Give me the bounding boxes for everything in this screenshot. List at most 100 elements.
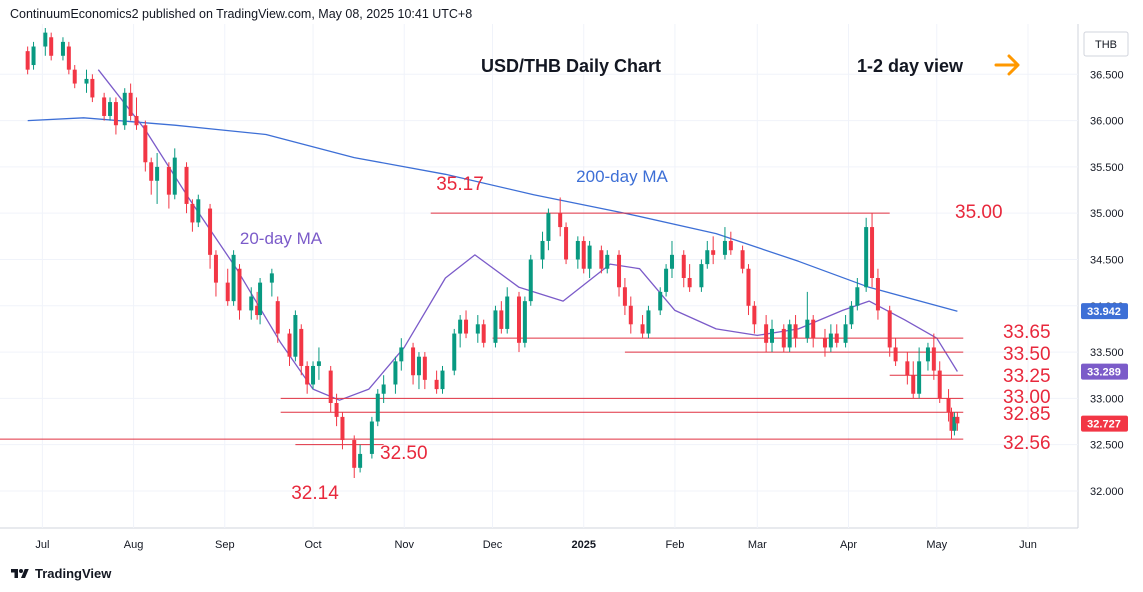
price-tag	[1081, 415, 1128, 432]
candle-body	[464, 319, 469, 334]
candle-body	[705, 250, 710, 265]
candlestick-series	[25, 28, 960, 478]
price-tick-label: 32.000	[1090, 486, 1124, 498]
candle-body	[646, 310, 651, 334]
candle-body	[305, 365, 310, 385]
candle-body	[340, 416, 345, 441]
candle-body	[505, 296, 510, 329]
candle-body	[822, 338, 827, 348]
candle-body	[128, 92, 133, 116]
price-tag-value: 33.289	[1087, 367, 1121, 379]
candle-body	[375, 393, 380, 422]
candle-body	[864, 227, 869, 288]
price-tick-label: 33.000	[1090, 393, 1124, 405]
time-tick-label: May	[926, 539, 947, 551]
candle-body	[617, 254, 622, 288]
candle-body	[166, 166, 171, 195]
candle-body	[72, 69, 77, 84]
candle-body	[434, 379, 439, 390]
candle-body	[334, 403, 339, 417]
price-tick-label: 34.500	[1090, 254, 1124, 266]
level-label: 33.65	[1003, 322, 1051, 343]
candle-body	[640, 324, 645, 334]
candle-body	[931, 347, 936, 371]
candle-body	[805, 319, 810, 339]
chart-grid	[0, 24, 1079, 529]
time-tick-label: Aug	[124, 539, 144, 551]
right-arrow-icon	[994, 54, 1020, 76]
candle-body	[728, 240, 733, 251]
candle-body	[587, 245, 592, 269]
candle-body	[605, 254, 610, 269]
symbol-box	[1083, 31, 1129, 57]
level-label: 32.56	[1003, 433, 1051, 454]
candle-body	[528, 259, 533, 302]
candle-body	[122, 92, 127, 126]
candle-body	[564, 227, 569, 260]
candle-body	[255, 305, 260, 316]
candle-body	[208, 208, 213, 255]
candle-body	[834, 333, 839, 343]
candle-body	[475, 324, 480, 334]
level-label: 33.25	[1003, 366, 1051, 387]
candle-body	[422, 356, 427, 380]
candle-body	[493, 310, 498, 343]
candle-body	[522, 301, 527, 343]
candle-body	[787, 324, 792, 348]
chart-subtitle: 1-2 day view	[857, 56, 964, 76]
high-label: 35.17	[436, 174, 484, 195]
candle-body	[258, 282, 263, 316]
candle-body	[149, 162, 154, 181]
candle-body	[399, 347, 404, 362]
candle-body	[764, 324, 769, 343]
price-tick-label: 33.500	[1090, 347, 1124, 359]
candle-body	[855, 287, 860, 306]
candle-body	[681, 254, 686, 278]
candle-body	[558, 213, 563, 228]
ma200-label: 200-day MA	[576, 167, 668, 186]
candle-body	[452, 333, 457, 371]
candle-body	[628, 305, 633, 325]
chart-annotations: USD/THB Daily Chart 1-2 day view 35.17 32.1…	[240, 54, 1020, 504]
candle-body	[740, 250, 745, 269]
candle-body	[269, 273, 274, 283]
time-tick-label: Jun	[1019, 539, 1037, 551]
candle-body	[25, 51, 30, 70]
footer: TradingView	[10, 566, 111, 581]
candle-body	[293, 315, 298, 357]
candle-body	[546, 213, 551, 241]
candle-body	[134, 115, 139, 126]
level-label: 33.00	[1003, 387, 1051, 408]
level-label: 33.50	[1003, 344, 1051, 365]
candle-body	[499, 310, 504, 329]
candle-body	[411, 347, 416, 376]
ma20-layer	[97, 69, 958, 401]
candle-body	[893, 347, 898, 362]
candle-body	[911, 375, 916, 394]
price-axis: 36.50036.00035.50035.00034.50034.00033.5…	[1081, 31, 1129, 498]
candle-body	[875, 278, 880, 311]
candle-body	[711, 250, 716, 255]
chart-title: USD/THB Daily Chart	[481, 56, 661, 76]
candle-body	[316, 361, 321, 366]
candle-body	[287, 333, 292, 357]
candle-body	[955, 416, 960, 424]
candle-body	[781, 328, 786, 348]
candle-body	[190, 203, 195, 223]
candle-body	[66, 46, 71, 70]
ma200-line	[27, 117, 958, 312]
candle-body	[870, 227, 875, 278]
time-tick-label: Feb	[665, 539, 684, 551]
time-tick-label: Dec	[483, 539, 503, 551]
price-tag-value: 33.942	[1087, 306, 1121, 318]
candle-body	[225, 282, 230, 302]
time-tick-label: 2025	[571, 539, 595, 551]
price-tick-label: 35.500	[1090, 162, 1124, 174]
candle-body	[249, 296, 254, 311]
candle-body	[937, 370, 942, 399]
candle-body	[887, 310, 892, 348]
candle-body	[746, 268, 751, 306]
candle-body	[440, 370, 445, 390]
